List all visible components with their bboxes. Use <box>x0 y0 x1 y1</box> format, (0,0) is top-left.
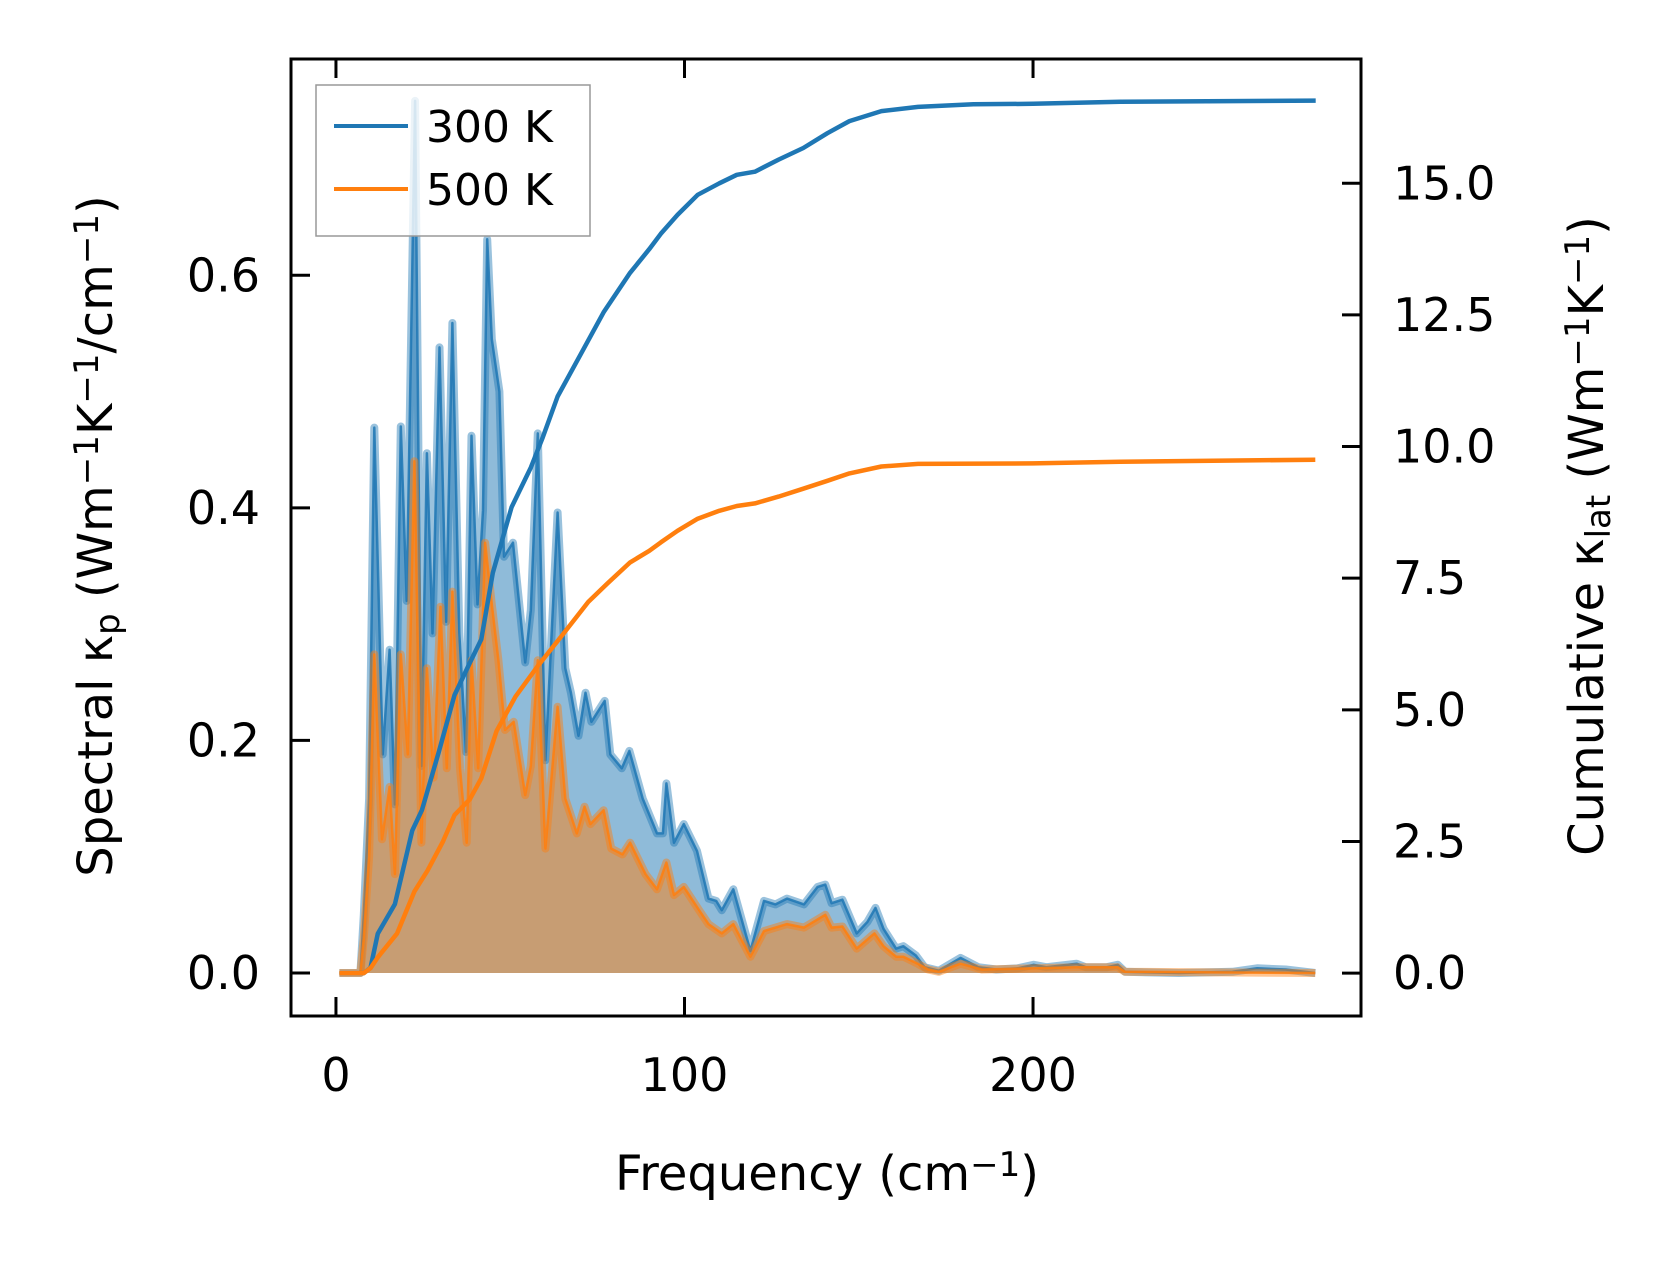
y-right-tick-label: 12.5 <box>1393 288 1495 342</box>
legend-label-300k: 300 K <box>426 102 554 153</box>
spectral-fill-300k <box>339 100 1316 973</box>
plot-area <box>339 96 1316 977</box>
axis-labels: Frequency (cm−1) Spectral κp (Wm−1K−1/cm… <box>67 195 1618 1202</box>
cumulative-line-500k <box>339 457 1316 976</box>
x-tick-label: 200 <box>989 1048 1077 1102</box>
y-right-tick-label: 15.0 <box>1393 156 1495 210</box>
axis-ticks: 0 100 200 0.0 0.2 0.4 0.6 0.0 2.5 5.0 7.5 10.0 12.5 1… <box>187 59 1495 1102</box>
x-tick-label: 100 <box>641 1048 729 1102</box>
spectral-fill-500k <box>339 461 1316 973</box>
legend-label-500k: 500 K <box>426 165 554 216</box>
legend: 300 K 500 K <box>315 84 591 237</box>
spectral-line-300k <box>339 99 1316 975</box>
legend-box <box>315 84 591 237</box>
y-left-tick-label: 0.2 <box>187 713 260 767</box>
y-axis-left-label: Spectral κp (Wm−1K−1/cm−1) <box>67 195 127 876</box>
spectral-line-500k <box>339 460 1316 975</box>
y-right-tick-label: 0.0 <box>1393 946 1466 1000</box>
y-right-tick-label: 5.0 <box>1393 683 1466 737</box>
axes-frame <box>289 57 1363 1018</box>
y-right-tick-label: 10.0 <box>1393 420 1495 474</box>
x-tick-label: 0 <box>321 1048 350 1102</box>
cumulative-line-300k <box>339 98 1316 976</box>
y-right-tick-label: 2.5 <box>1393 814 1466 868</box>
y-right-tick-label: 7.5 <box>1393 551 1466 605</box>
y-left-tick-label: 0.4 <box>187 481 260 535</box>
y-left-tick-label: 0.6 <box>187 248 260 302</box>
x-axis-label: Frequency (cm−1) <box>615 1145 1039 1202</box>
y-axis-right-label: Cumulative κlat (Wm−1K−1) <box>1558 216 1618 856</box>
y-left-tick-label: 0.0 <box>187 946 260 1000</box>
